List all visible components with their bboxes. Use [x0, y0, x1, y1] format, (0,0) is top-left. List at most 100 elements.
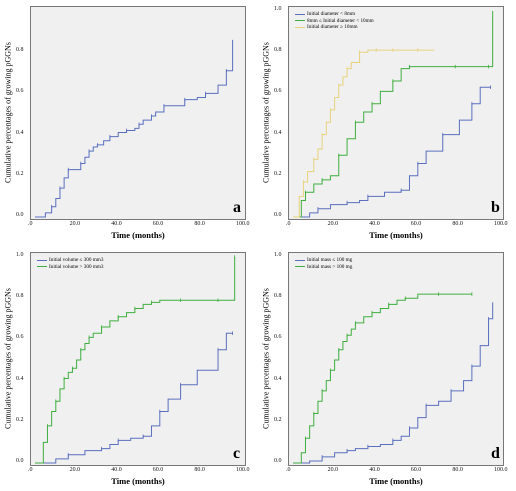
x-tick-label: 40.0 — [369, 467, 380, 473]
legend-label: Initial volume ≤ 300 mm3 — [49, 257, 104, 263]
legend: Initial mass ≤ 100 mg Initial mass > 100 … — [295, 257, 352, 270]
x-tick-label: .0 — [286, 221, 291, 227]
legend-swatch — [295, 259, 305, 261]
chart-panel-a: Cumulative percentages of growing pGGNs a… — [0, 0, 258, 245]
panel-letter: c — [233, 445, 241, 462]
x-tick-label: 60.0 — [152, 467, 164, 473]
legend: Initial diameter < 8mm 8mm ≤ Initial diam… — [295, 11, 374, 31]
series-svg — [35, 39, 234, 218]
x-tick-label: 60.0 — [152, 221, 164, 227]
y-tick-label: 0.8 — [274, 293, 282, 300]
x-tick-label: 20.0 — [327, 221, 339, 227]
chart-panel-c: Cumulative percentages of growing pGGNs c… — [0, 246, 258, 491]
legend-label: Initial mass > 100 mg — [307, 263, 353, 270]
plot-area: b Initial diameter < 8mm 8mm ≤ Initial dia… — [288, 6, 504, 220]
legend-swatch — [295, 20, 305, 22]
legend-label: Initial diameter ≥ 10mm — [307, 24, 358, 30]
y-axis-label: Cumulative percentages of growing pGGNs — [261, 42, 271, 183]
y-tick-label: 0.2 — [16, 416, 24, 423]
x-axis-label: Time (months) — [369, 476, 423, 486]
y-axis-label: Cumulative percentages of growing pGGNs — [3, 288, 13, 429]
series-line-2 — [293, 49, 435, 218]
x-axis-label: Time (months) — [111, 230, 165, 240]
y-tick-label: 1.0 — [274, 6, 282, 12]
y-tick-label: 0.0 — [16, 212, 24, 218]
x-axis-label: Time (months) — [111, 476, 165, 486]
x-tick-label: 100.0 — [494, 467, 508, 473]
series-line-0 — [293, 86, 491, 218]
y-tick-label: 0.2 — [274, 170, 282, 177]
x-tick-label: .0 — [286, 467, 291, 473]
y-tick-label: 1.0 — [16, 252, 24, 258]
y-tick-label: 0.0 — [16, 458, 24, 464]
x-tick-label: 80.0 — [452, 467, 463, 473]
plot-area: a — [30, 6, 246, 220]
chart-panel-b: Cumulative percentages of growing pGGNs b… — [258, 0, 516, 245]
chart-panel-d: Cumulative percentages of growing pGGNs d… — [258, 246, 516, 491]
series-line-0 — [293, 302, 494, 464]
series-line-1 — [293, 293, 472, 464]
x-tick-label: 60.0 — [410, 467, 422, 473]
legend-swatch — [37, 266, 47, 268]
x-tick-label: .0 — [28, 221, 33, 227]
panel-letter: b — [491, 199, 500, 216]
legend-label: Initial diameter < 8mm — [307, 11, 356, 17]
y-tick-label: 0.4 — [274, 375, 282, 382]
x-axis-label: Time (months) — [369, 230, 423, 240]
x-tick-label: 20.0 — [327, 467, 339, 473]
y-axis-label: Cumulative percentages of growing pGGNs — [3, 42, 13, 183]
y-tick-label: 0.8 — [16, 47, 24, 54]
panel-letter: a — [233, 199, 241, 216]
series-line-0 — [35, 332, 233, 464]
y-tick-label: 0.6 — [274, 88, 282, 95]
legend-swatch — [295, 26, 305, 28]
y-tick-label: 0.2 — [274, 416, 282, 423]
x-tick-label: 80.0 — [194, 467, 205, 473]
legend-entry: 8mm ≤ Initial diameter < 10mm — [295, 18, 374, 25]
x-tick-label: 60.0 — [410, 221, 422, 227]
legend-entry: Initial volume ≤ 300 mm3 — [37, 257, 104, 264]
y-tick-label: 0.6 — [16, 88, 24, 95]
legend-label: Initial mass ≤ 100 mg — [307, 257, 353, 263]
x-tick-label: 80.0 — [452, 221, 463, 227]
y-tick-label: 0.0 — [274, 212, 282, 218]
x-tick-label: 40.0 — [111, 221, 122, 227]
series-line-1 — [35, 257, 236, 464]
series-line-1 — [293, 11, 494, 218]
y-tick-label: 1.0 — [274, 252, 282, 258]
y-tick-label: 0.2 — [16, 170, 24, 177]
y-axis-label: Cumulative percentages of growing pGGNs — [261, 288, 271, 429]
plot-area: d Initial mass ≤ 100 mg Initial mass > 100… — [288, 252, 504, 466]
y-tick-label: 0.8 — [16, 293, 24, 300]
plot-area: c Initial volume ≤ 300 mm3 Initial volume … — [30, 252, 246, 466]
legend-entry: Initial diameter ≥ 10mm — [295, 24, 374, 31]
legend-swatch — [295, 266, 305, 268]
legend-entry: Initial volume > 300 mm3 — [37, 264, 104, 271]
series-svg — [35, 255, 236, 464]
x-tick-label: 100.0 — [494, 221, 508, 227]
y-tick-label: 0.4 — [16, 129, 24, 136]
series-svg — [293, 11, 494, 218]
panel-letter: d — [491, 445, 500, 462]
x-tick-label: .0 — [28, 467, 33, 473]
y-tick-label: 0.4 — [274, 129, 282, 136]
legend-swatch — [295, 13, 305, 15]
x-tick-label: 80.0 — [194, 221, 205, 227]
y-tick-label: 0.6 — [16, 334, 24, 341]
legend-label: Initial volume > 300 mm3 — [49, 263, 104, 270]
legend-label: 8mm ≤ Initial diameter < 10mm — [307, 17, 374, 24]
x-tick-label: 40.0 — [111, 467, 122, 473]
x-tick-label: 100.0 — [236, 467, 250, 473]
legend-entry: Initial mass ≤ 100 mg — [295, 257, 352, 264]
legend-entry: Initial mass > 100 mg — [295, 264, 352, 271]
series-svg — [293, 292, 494, 464]
legend-swatch — [37, 259, 47, 261]
y-tick-label: 0.4 — [16, 375, 24, 382]
y-tick-label: 0.0 — [274, 458, 282, 464]
y-tick-label: 0.6 — [274, 334, 282, 341]
series-line-0 — [35, 39, 234, 218]
legend: Initial volume ≤ 300 mm3 Initial volume >… — [37, 257, 104, 270]
x-tick-label: 100.0 — [236, 221, 250, 227]
x-tick-label: 40.0 — [369, 221, 380, 227]
y-tick-label: 0.8 — [274, 47, 282, 54]
